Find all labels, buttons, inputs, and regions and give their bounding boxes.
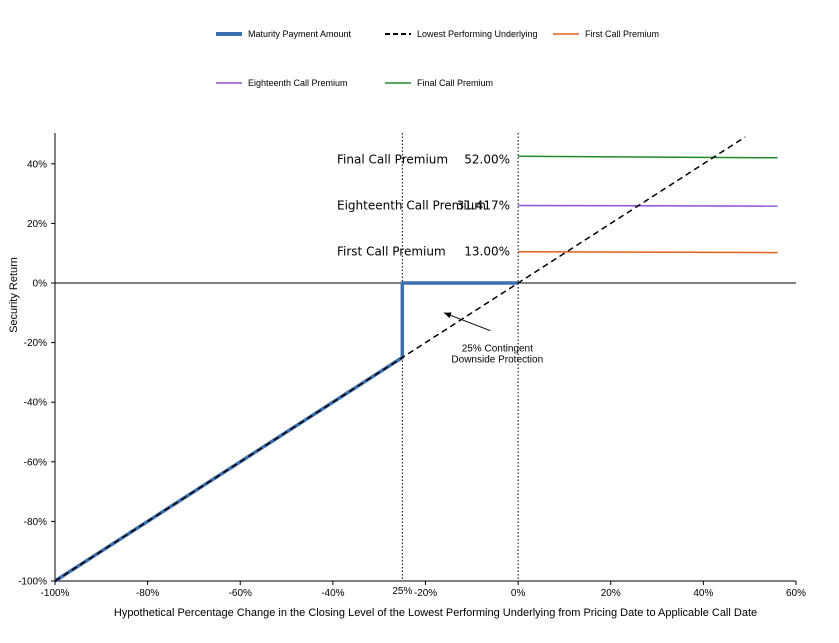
premium-label: Eighteenth Call Premium [337,199,486,213]
legend-label: Maturity Payment Amount [248,29,352,39]
y-tick-label: -60% [24,457,47,468]
y-tick-label: -80% [24,517,47,528]
y-tick-label: -100% [18,577,47,588]
premium-value: 52.00% [464,152,510,166]
premium-label: First Call Premium [337,245,446,259]
x-tick-label: 0% [511,588,526,599]
annotation-arrow-head [444,312,452,319]
annotation-text: Downside Protection [451,355,543,366]
series-line-final-call-premium [518,155,778,159]
y-tick-label: -40% [24,398,47,409]
x-tick-label: -80% [136,588,159,599]
premium-value: 13.00% [464,245,510,259]
x-tick-label: -20% [414,588,437,599]
premium-value: 31.417% [457,199,510,213]
x-axis-title: Hypothetical Percentage Change in the Cl… [114,607,757,619]
series-line-eighteenth-call-premium [518,204,778,207]
x-tick-label: 20% [601,588,621,599]
y-tick-label: 20% [27,219,47,230]
legend-label: First Call Premium [585,29,659,39]
series-line-lowest-performing-underlying [54,136,746,582]
y-tick-label: 0% [33,279,48,290]
x-tick-label: -40% [321,588,344,599]
premium-label: Final Call Premium [337,152,448,166]
x-tick-label: 60% [786,588,806,599]
legend-label: Final Call Premium [417,78,493,88]
legend-label: Eighteenth Call Premium [248,78,348,88]
x-extra-label: 25% [392,586,412,597]
x-tick-label: 40% [693,588,713,599]
series-line-first-call-premium [518,250,778,254]
x-tick-label: -60% [229,588,252,599]
x-tick-label: -100% [41,588,70,599]
y-tick-label: 40% [27,159,47,170]
series-line-maturity-payment-amount [54,281,519,583]
y-tick-label: -20% [24,338,47,349]
y-axis-title: Security Return [8,257,20,333]
annotation-arrow-line [443,312,491,332]
legend-label: Lowest Performing Underlying [417,29,538,39]
annotation-text: 25% Contingent [462,344,533,355]
